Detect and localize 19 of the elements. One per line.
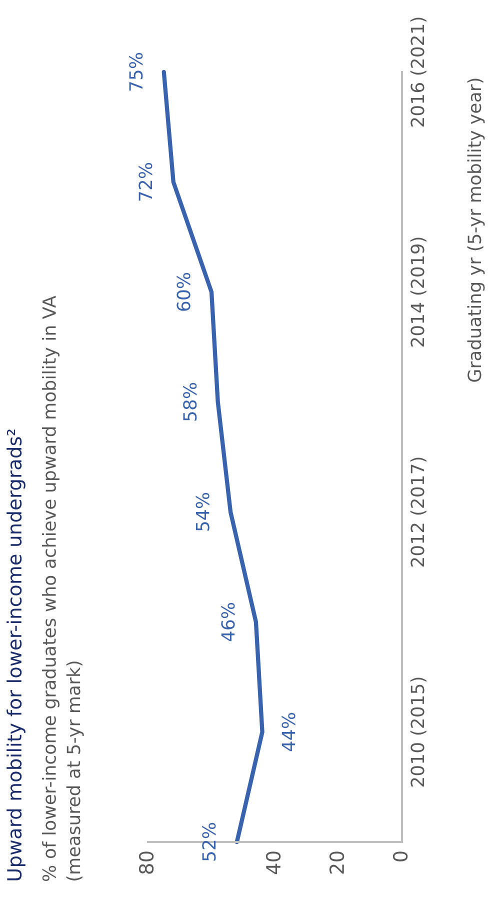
x-tick-label: 20 <box>329 852 344 874</box>
data-label: 72% <box>138 162 152 201</box>
y-tick-label: 2010 (2015) <box>410 678 426 787</box>
text: Upward mobility for lower-income undergrads² <box>6 430 26 880</box>
y-tick-label: 2012 (2017) <box>410 458 426 567</box>
data-label: 44% <box>282 712 296 752</box>
data-label: 60% <box>176 272 190 311</box>
x-tick-label: 0 <box>392 852 408 862</box>
x-tick-label: 80 <box>138 852 154 874</box>
data-label: 54% <box>196 492 210 531</box>
y-tick-label: 2016 (2021) <box>410 18 426 127</box>
data-label: 58% <box>183 382 197 421</box>
data-label: 75% <box>129 52 143 91</box>
data-label: 46% <box>221 602 235 642</box>
data-label: 52% <box>202 822 216 861</box>
y-axis-title: Graduating yr (5-yr mobility year) <box>467 78 485 382</box>
y-tick-label: 2014 (2019) <box>410 238 426 347</box>
text: % of lower-income graduates who achieve upward mobility in VA (measured at 5-yr mark) <box>42 296 84 882</box>
x-tick-label: 40 <box>266 852 281 874</box>
